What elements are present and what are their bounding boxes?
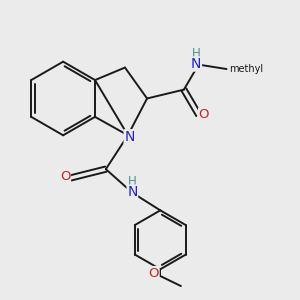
Text: O: O: [60, 170, 70, 183]
Text: methyl: methyl: [229, 64, 263, 74]
Text: O: O: [199, 108, 209, 121]
Text: H: H: [128, 175, 137, 188]
Text: O: O: [148, 267, 159, 280]
Text: H: H: [192, 47, 201, 60]
Text: N: N: [191, 57, 201, 71]
Text: N: N: [127, 185, 137, 199]
Text: N: N: [124, 130, 135, 144]
